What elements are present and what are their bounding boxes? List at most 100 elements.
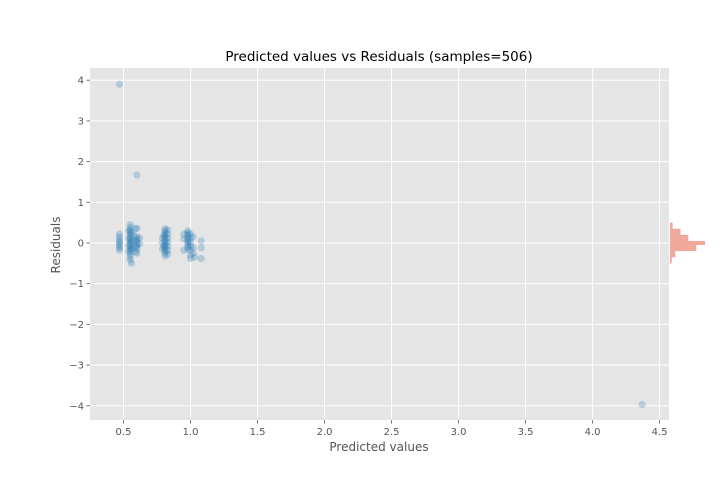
scatter-point (133, 241, 141, 249)
scatter-point (126, 239, 134, 247)
y-axis-label: Residuals (49, 217, 63, 274)
scatter-point (131, 248, 140, 256)
scatter-point (126, 233, 134, 241)
scatter-point (161, 237, 169, 245)
scatter-point (125, 227, 133, 235)
scatter-point (180, 235, 188, 243)
scatter-point (164, 226, 172, 234)
scatter-point (133, 243, 141, 251)
scatter-point (127, 238, 136, 246)
scatter-point (197, 254, 205, 263)
scatter-point (133, 249, 141, 257)
scatter-point (160, 232, 168, 240)
scatter-points (115, 80, 646, 409)
scatter-point (161, 243, 169, 251)
scatter-point (197, 237, 205, 245)
scatter-point (161, 239, 169, 247)
scatter-point (184, 227, 192, 235)
histogram-bar (670, 257, 672, 264)
scatter-point (184, 229, 192, 237)
scatter-point (164, 230, 172, 238)
scatter-point (126, 235, 134, 243)
scatter-point (184, 243, 192, 251)
scatter-point (189, 244, 197, 252)
grid-lines (90, 68, 669, 420)
scatter-point (127, 245, 136, 253)
scatter-point (186, 234, 195, 242)
scatter-point (184, 245, 192, 253)
y-tick-label: −3 (69, 361, 84, 372)
scatter-point (189, 249, 197, 257)
y-tick-label: 3 (78, 116, 84, 127)
scatter-point (161, 225, 169, 233)
scatter-point (133, 237, 141, 245)
scatter-point (130, 232, 138, 240)
scatter-point (164, 238, 172, 246)
scatter-point (131, 225, 140, 233)
scatter-point (180, 230, 188, 238)
scatter-point (126, 228, 134, 237)
y-tick-label: −2 (69, 320, 84, 331)
y-tick-label: 0 (78, 238, 84, 249)
scatter-point (160, 242, 168, 250)
scatter-point (161, 252, 169, 260)
y-tick-label: 4 (78, 76, 84, 87)
scatter-point (186, 254, 195, 263)
scatter-point (190, 253, 199, 261)
scatter-point (135, 240, 144, 248)
y-tick-label: −1 (69, 279, 84, 290)
scatter-point (161, 233, 169, 241)
histogram-bar (670, 245, 697, 252)
x-tick-label: 3.5 (518, 427, 534, 438)
scatter-point (161, 229, 169, 237)
scatter-point (115, 244, 124, 252)
scatter-point (184, 235, 192, 243)
x-axis-label: Predicted values (329, 440, 428, 454)
scatter-point (125, 247, 133, 255)
scatter-point (126, 243, 134, 252)
scatter-point (184, 239, 192, 247)
scatter-point (161, 227, 169, 235)
scatter-point (164, 242, 172, 250)
y-tick-label: 2 (78, 157, 84, 168)
scatter-point (115, 238, 124, 246)
scatter-point (115, 230, 124, 238)
y-tick-label: 1 (78, 198, 84, 209)
plot-area (90, 68, 669, 420)
scatter-point (126, 231, 134, 239)
histogram-bar (670, 240, 705, 246)
scatter-point (189, 233, 197, 241)
scatter-point (161, 249, 169, 257)
scatter-point (161, 241, 169, 249)
scatter-point (161, 247, 169, 255)
scatter-point (164, 234, 172, 242)
scatter-point (115, 80, 124, 88)
scatter-point (130, 237, 138, 245)
x-tick-label: 3.0 (451, 427, 467, 438)
scatter-point (126, 241, 134, 250)
x-tick-label: 0.5 (116, 427, 132, 438)
scatter-point (184, 241, 192, 249)
scatter-point (161, 245, 169, 253)
scatter-point (135, 234, 144, 242)
scatter-point (126, 221, 134, 229)
scatter-point (180, 246, 188, 254)
scatter-point (133, 224, 141, 232)
scatter-point (125, 241, 133, 249)
scatter-point (158, 234, 166, 242)
scatter-point (115, 246, 124, 254)
scatter-point (125, 234, 133, 242)
x-tick-label: 2.5 (384, 427, 400, 438)
scatter-point (126, 256, 134, 264)
scatter-point (186, 251, 195, 259)
x-tick-label: 4.0 (585, 427, 601, 438)
x-tick-label: 2.0 (317, 427, 333, 438)
scatter-point (126, 253, 134, 261)
scatter-point (115, 242, 124, 250)
scatter-point (638, 400, 646, 409)
scatter-point (115, 236, 124, 244)
scatter-point (115, 240, 124, 248)
scatter-point (126, 248, 134, 256)
scatter-point (127, 229, 136, 237)
